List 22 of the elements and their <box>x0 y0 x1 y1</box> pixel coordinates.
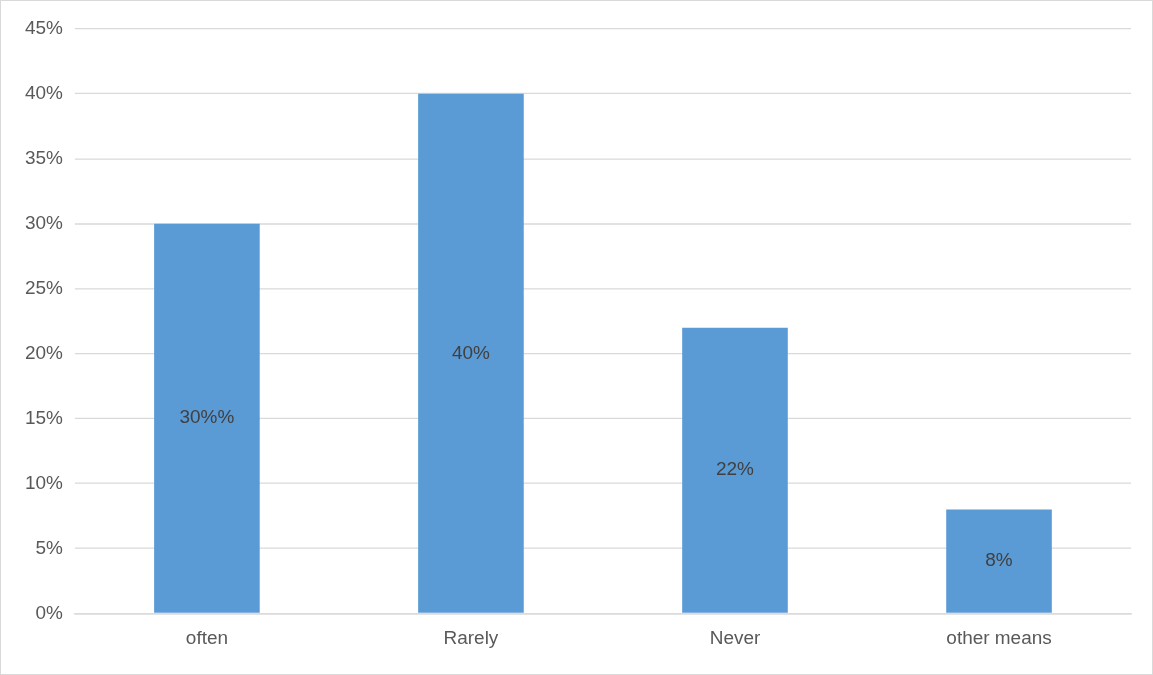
x-tick-label: Never <box>709 626 761 648</box>
data-label: 40% <box>451 341 491 363</box>
bar <box>946 509 1052 613</box>
y-tick-label: 5% <box>35 536 64 558</box>
x-tick-label: often <box>185 626 228 648</box>
y-tick-label: 0% <box>35 601 64 623</box>
y-tick-label: 10% <box>24 471 64 493</box>
x-tick-label: other means <box>946 626 1052 648</box>
y-tick-label: 20% <box>24 341 64 363</box>
y-tick-label: 15% <box>24 406 64 428</box>
y-tick-label: 35% <box>24 147 64 169</box>
bar <box>418 93 524 613</box>
bar <box>154 223 260 613</box>
data-label: 30%% <box>179 406 235 428</box>
bar <box>682 327 788 613</box>
data-label: 22% <box>716 458 755 480</box>
y-tick-label: 40% <box>24 82 64 104</box>
y-tick-label: 45% <box>24 17 64 39</box>
data-label: 8% <box>985 549 1013 571</box>
y-tick-label: 25% <box>24 276 64 298</box>
x-tick-label: Rarely <box>443 626 499 648</box>
y-tick-label: 30% <box>24 211 64 233</box>
